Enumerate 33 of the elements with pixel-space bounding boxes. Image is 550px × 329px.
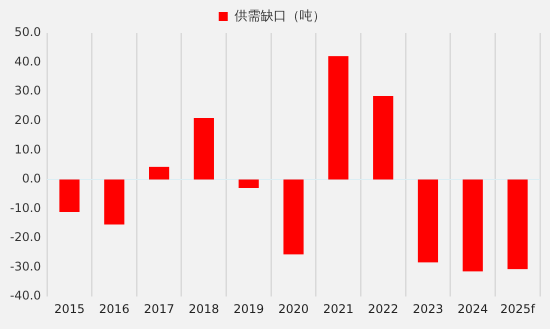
y-tick-label: -40.0 — [10, 288, 42, 303]
x-tick-label: 2024 — [458, 302, 488, 316]
bar — [462, 179, 483, 272]
x-tick-label: 2015 — [54, 302, 85, 316]
bar — [238, 179, 259, 188]
bar — [283, 179, 304, 254]
y-tick-label: 30.0 — [14, 84, 42, 98]
bar — [508, 179, 528, 270]
bar — [149, 166, 170, 180]
bar — [194, 118, 214, 180]
y-tick-label: 10.0 — [14, 142, 42, 156]
x-tick-label: 2016 — [98, 302, 130, 316]
y-tick-label: 20.0 — [14, 112, 42, 127]
bar — [328, 56, 348, 180]
y-tick-label: -30.0 — [10, 259, 42, 274]
x-tick-label: 2018 — [188, 302, 220, 316]
y-tick-label: -20.0 — [10, 230, 42, 244]
bar — [104, 179, 124, 225]
x-tick-label: 2021 — [323, 302, 354, 316]
y-tick-label: 0.0 — [22, 172, 42, 186]
x-tick-label: 2020 — [278, 302, 309, 316]
x-tick-label: 2025f — [500, 302, 536, 316]
bar — [373, 96, 394, 180]
bar — [59, 179, 80, 212]
y-tick-label: -10.0 — [10, 200, 42, 215]
x-tick-label: 2019 — [233, 302, 264, 316]
legend-label: 供需缺口（吨） — [234, 8, 326, 24]
x-tick-label: 2022 — [368, 302, 398, 316]
x-tick-label: 2017 — [144, 302, 174, 316]
x-tick-label: 2023 — [412, 302, 444, 316]
bar — [418, 179, 438, 262]
y-tick-label: 40.0 — [14, 54, 42, 68]
y-tick-label: 50.0 — [14, 25, 42, 40]
